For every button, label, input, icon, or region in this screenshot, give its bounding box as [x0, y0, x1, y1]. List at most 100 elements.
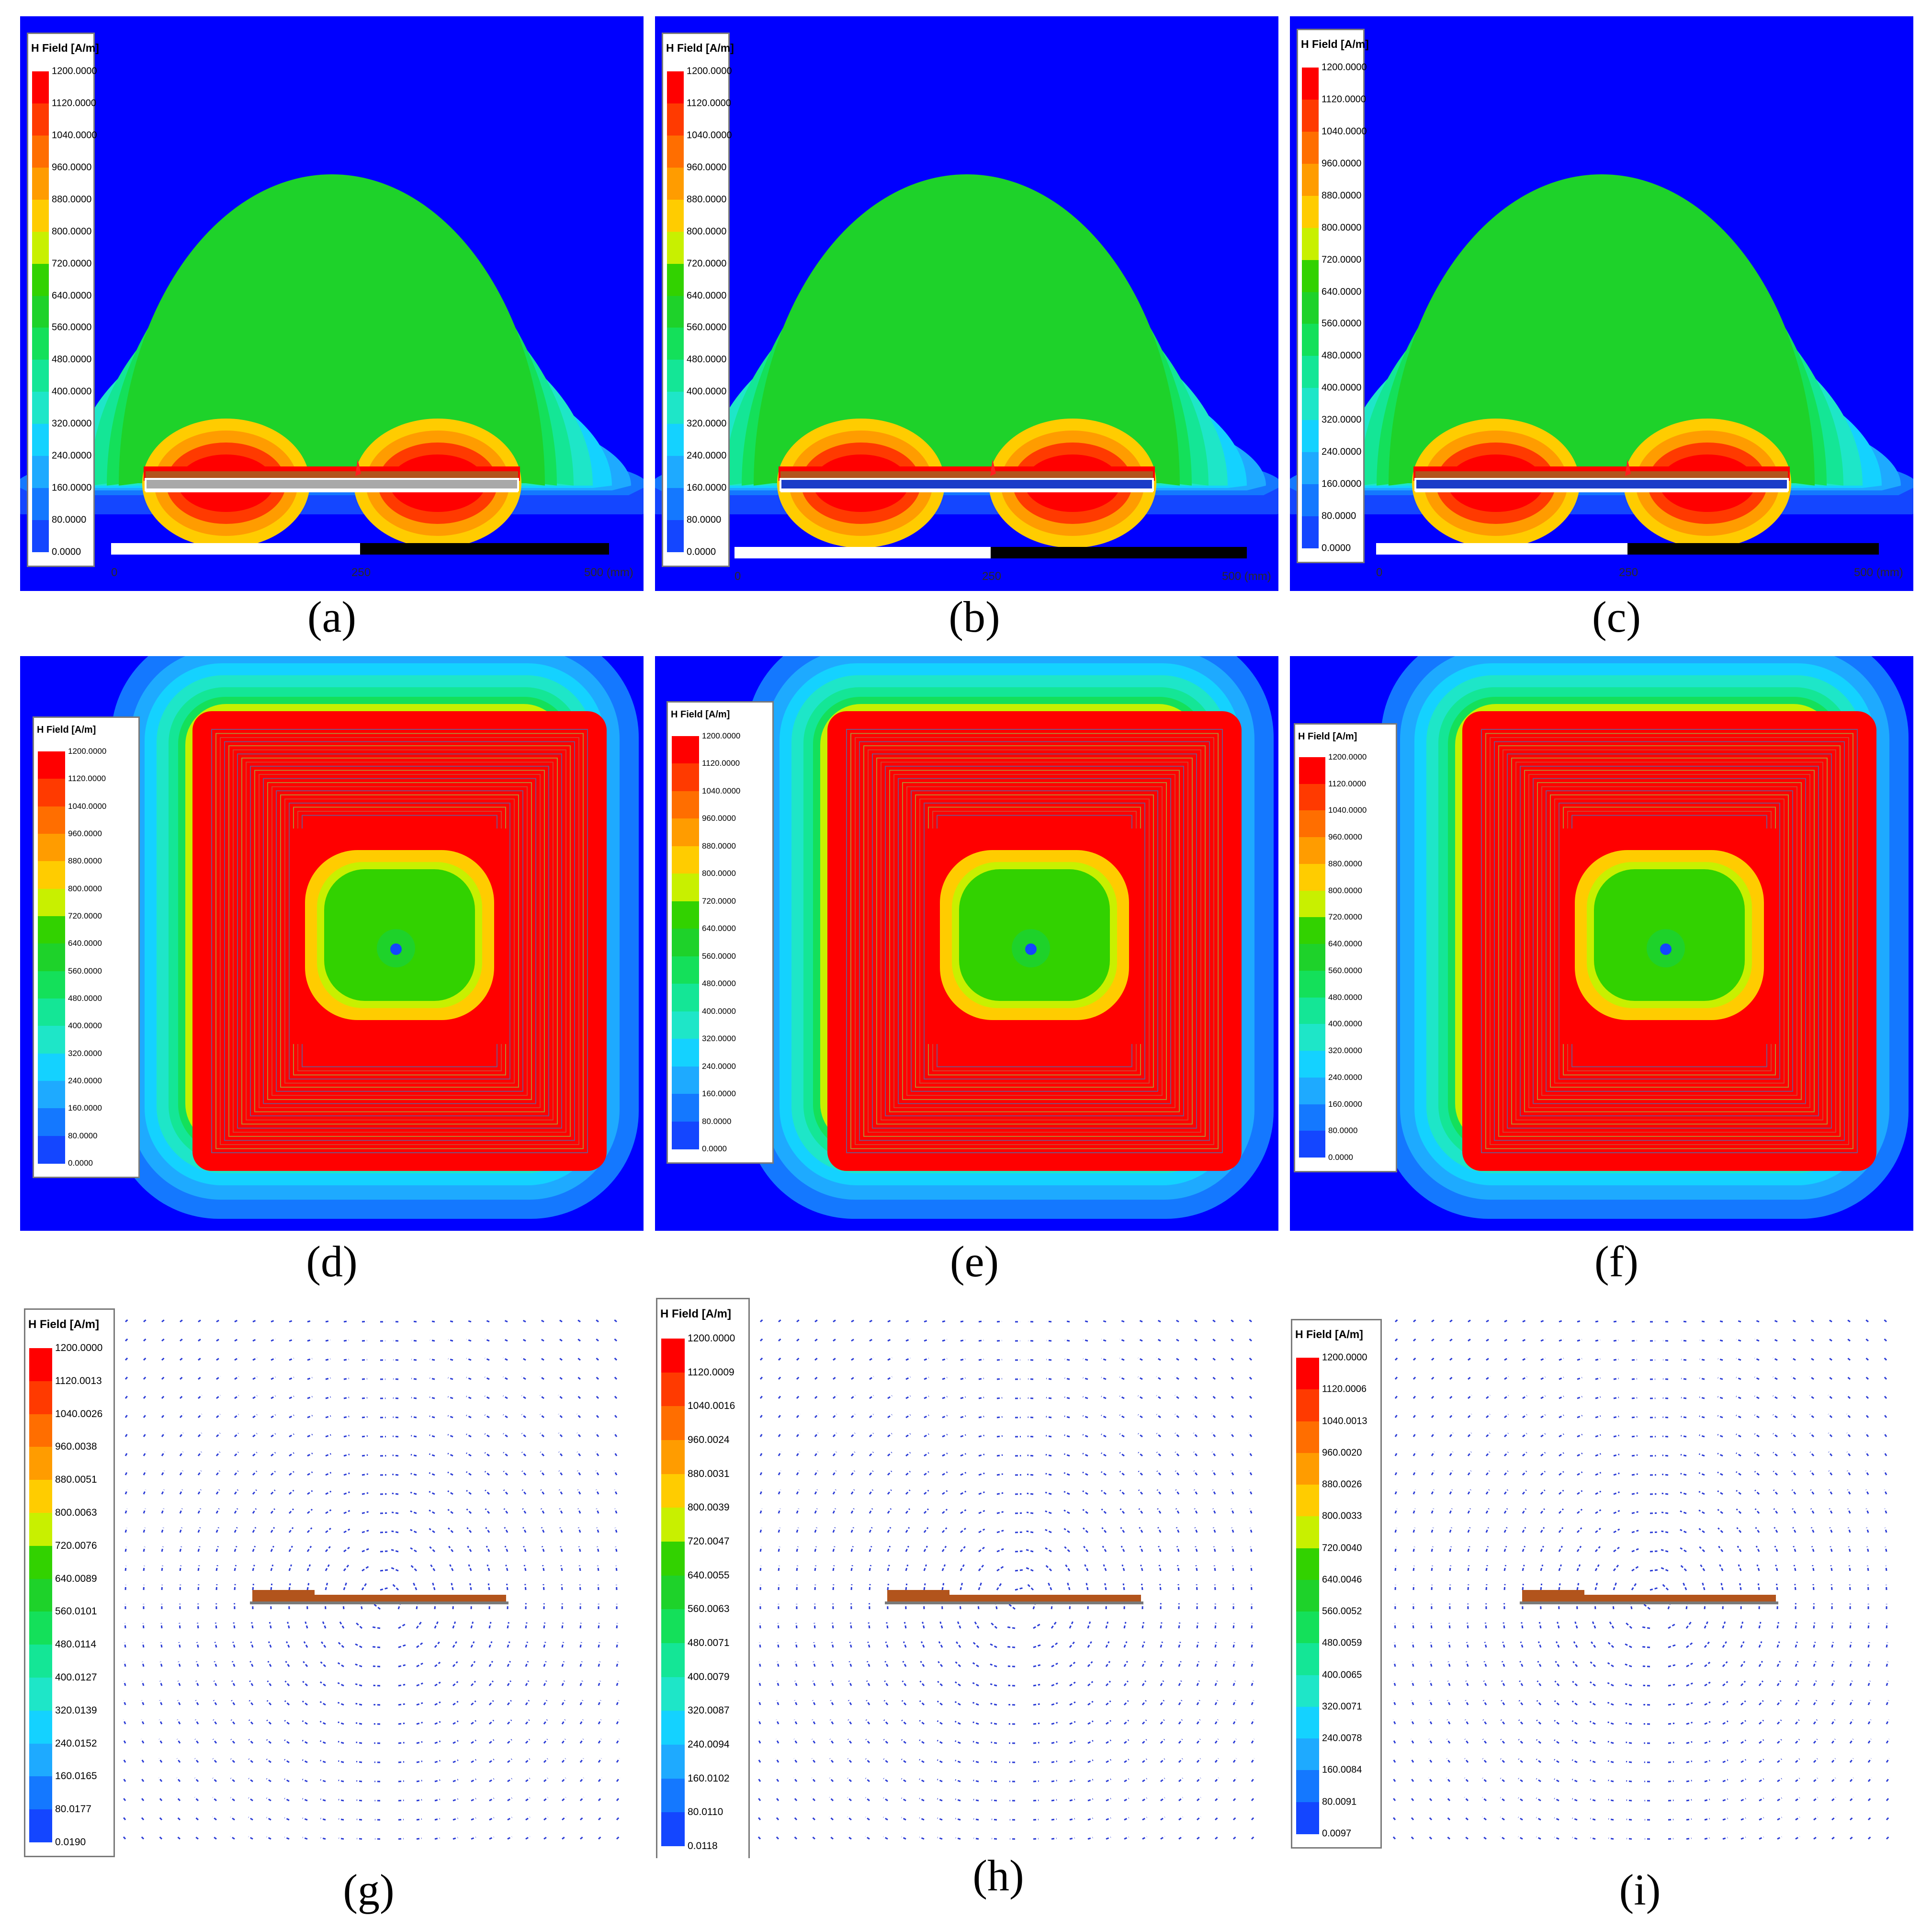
field-arrow [343, 1546, 350, 1553]
field-arrow [901, 1739, 906, 1744]
field-arrow [1156, 1470, 1162, 1476]
field-arrow [325, 1453, 331, 1457]
field-arrow [306, 1527, 313, 1533]
field-arrow [813, 1623, 816, 1629]
field-arrow [1007, 1665, 1016, 1668]
field-arrow [1449, 1489, 1453, 1495]
field-arrow [1850, 1835, 1854, 1840]
field-arrow [1846, 1356, 1851, 1361]
field-arrow [960, 1377, 966, 1380]
field-arrow [1754, 1489, 1760, 1495]
field-arrow [1248, 1432, 1253, 1437]
field-arrow [758, 1661, 761, 1667]
field-arrow [1791, 1470, 1796, 1476]
field-arrow [1142, 1816, 1147, 1821]
field-arrow [1719, 1564, 1724, 1571]
field-arrow [778, 1337, 782, 1342]
field-arrow [266, 1719, 272, 1725]
field-arrow [1662, 1416, 1669, 1419]
field-arrow [955, 1779, 961, 1782]
field-arrow [561, 1700, 565, 1705]
field-arrow [1737, 1545, 1742, 1552]
field-arrow [1446, 1777, 1451, 1782]
field-arrow [416, 1722, 423, 1725]
field-arrow [398, 1818, 404, 1821]
field-arrow [759, 1375, 764, 1380]
field-arrow [398, 1684, 406, 1687]
field-arrow [1849, 1700, 1853, 1705]
field-arrow [901, 1759, 906, 1763]
field-arrow [1087, 1661, 1093, 1668]
field-arrow [919, 1797, 925, 1802]
field-arrow [1178, 1738, 1183, 1744]
field-arrow [343, 1528, 350, 1533]
field-arrow [1668, 1703, 1675, 1706]
field-arrow [503, 1414, 508, 1419]
field-arrow [887, 1414, 893, 1419]
field-arrow [1411, 1700, 1414, 1705]
field-arrow [1757, 1583, 1760, 1590]
field-arrow [1503, 1489, 1509, 1495]
legend-swatch [667, 296, 684, 328]
coil-turn [906, 786, 1163, 1096]
legend-label: 560.0063 [688, 1603, 730, 1614]
field-arrow [1156, 1319, 1161, 1323]
coil-turn [267, 782, 532, 1100]
field-arrow [319, 1681, 326, 1687]
field-arrow [1069, 1740, 1076, 1744]
field-arrow [1591, 1641, 1596, 1648]
field-arrow [177, 1680, 181, 1686]
field-arrow [540, 1451, 545, 1457]
field-arrow [1848, 1546, 1851, 1552]
field-arrow [1500, 1738, 1505, 1744]
field-arrow [561, 1719, 566, 1725]
field-arrow [1849, 1680, 1853, 1686]
field-arrow [1449, 1375, 1454, 1380]
field-arrow [1232, 1680, 1236, 1686]
field-arrow [973, 1837, 979, 1840]
field-arrow [1391, 1835, 1396, 1840]
field-arrow [1105, 1641, 1110, 1648]
field-arrow [319, 1701, 326, 1706]
field-arrow [1849, 1642, 1852, 1648]
field-contour [1389, 174, 1815, 486]
field-arrow [1467, 1508, 1471, 1514]
field-arrow [1069, 1760, 1075, 1763]
field-arrow [1211, 1470, 1216, 1476]
field-arrow [392, 1435, 399, 1438]
field-arrow [197, 1489, 202, 1495]
field-arrow [1883, 1394, 1887, 1399]
field-arrow [521, 1395, 526, 1399]
field-arrow [1123, 1700, 1129, 1706]
field-arrow [1251, 1777, 1255, 1782]
field-arrow [248, 1719, 254, 1725]
field-arrow [990, 1643, 997, 1648]
field-arrow [287, 1622, 290, 1629]
field-arrow [1558, 1583, 1561, 1590]
legend-label: 1200.0000 [688, 1333, 735, 1344]
field-arrow [507, 1622, 509, 1629]
field-arrow [561, 1642, 565, 1648]
field-arrow [1722, 1701, 1729, 1706]
field-arrow [1063, 1491, 1070, 1495]
field-arrow [1500, 1758, 1505, 1763]
field-arrow [830, 1700, 834, 1705]
field-arrow [1410, 1835, 1414, 1840]
field-arrow [1033, 1799, 1039, 1802]
field-arrow [1193, 1413, 1198, 1419]
caption-i: (i) [1619, 1865, 1661, 1914]
field-arrow [212, 1758, 217, 1763]
field-arrow [1467, 1546, 1470, 1552]
field-arrow [284, 1778, 290, 1782]
legend-label: 960.0024 [688, 1434, 730, 1445]
field-arrow [865, 1816, 870, 1821]
field-arrow [1138, 1508, 1143, 1514]
field-arrow [1865, 1489, 1869, 1495]
field-arrow [1446, 1758, 1451, 1763]
field-arrow [1467, 1470, 1472, 1476]
legend-label: 320.0000 [687, 418, 727, 429]
field-arrow [869, 1357, 874, 1361]
field-arrow [1394, 1432, 1399, 1437]
field-arrow [452, 1759, 459, 1763]
field-arrow [814, 1565, 817, 1571]
